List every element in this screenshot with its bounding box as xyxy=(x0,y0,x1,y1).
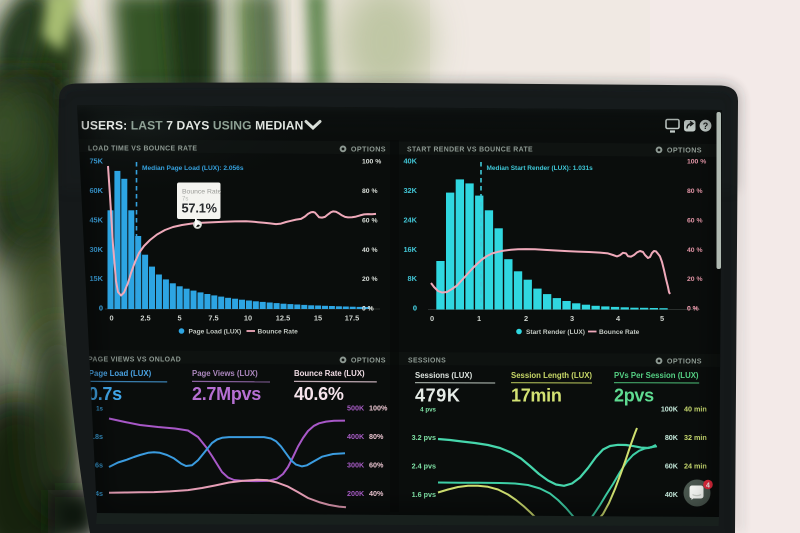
svg-text:4: 4 xyxy=(616,314,621,323)
svg-text:40K: 40K xyxy=(403,157,417,166)
svg-text:80 %: 80 % xyxy=(687,188,703,195)
svg-text:100K: 100K xyxy=(661,404,679,413)
svg-text:3.2 pvs: 3.2 pvs xyxy=(412,433,436,442)
svg-text:80 %: 80 % xyxy=(362,188,378,195)
svg-text:0: 0 xyxy=(430,314,434,323)
svg-text:40K: 40K xyxy=(665,490,679,499)
svg-text:2.7Mpvs: 2.7Mpvs xyxy=(192,384,261,404)
svg-text:7.5: 7.5 xyxy=(208,314,218,323)
svg-text:Session Length (LUX): Session Length (LUX) xyxy=(511,371,592,380)
svg-text:32K: 32K xyxy=(403,186,417,195)
svg-text:24 min: 24 min xyxy=(684,461,707,470)
svg-text:30K: 30K xyxy=(89,245,103,254)
svg-text:Bounce Rate: Bounce Rate xyxy=(599,329,640,336)
svg-text:USERS: LAST 7 DAYS USING MEDIA: USERS: LAST 7 DAYS USING MEDIAN xyxy=(81,119,303,133)
svg-text:10: 10 xyxy=(244,314,252,323)
svg-text:OPTIONS: OPTIONS xyxy=(667,357,702,366)
svg-text:17.5: 17.5 xyxy=(345,314,359,323)
svg-text:Median Page Load (LUX): 2.056s: Median Page Load (LUX): 2.056s xyxy=(142,165,244,172)
svg-text:75K: 75K xyxy=(89,157,103,166)
svg-text:40 %: 40 % xyxy=(687,247,703,254)
svg-text:500K: 500K xyxy=(347,403,365,412)
svg-text:1: 1 xyxy=(477,314,481,323)
svg-text:0: 0 xyxy=(99,304,103,313)
svg-text:60 %: 60 % xyxy=(687,217,703,224)
svg-text:Sessions (LUX): Sessions (LUX) xyxy=(415,371,473,380)
svg-text:SESSIONS: SESSIONS xyxy=(408,358,446,365)
svg-text:LOAD TIME VS BOUNCE RATE: LOAD TIME VS BOUNCE RATE xyxy=(88,146,197,153)
svg-text:1s: 1s xyxy=(96,405,103,412)
svg-text:1.6 pvs: 1.6 pvs xyxy=(412,490,436,499)
svg-text:?: ? xyxy=(703,121,709,131)
svg-text:60K: 60K xyxy=(89,186,103,195)
svg-text:OPTIONS: OPTIONS xyxy=(351,356,386,365)
svg-text:8K: 8K xyxy=(408,274,418,283)
svg-text:0: 0 xyxy=(99,304,103,313)
svg-text:32 min: 32 min xyxy=(684,433,707,442)
svg-text:Page Views (LUX): Page Views (LUX) xyxy=(192,369,258,378)
svg-text:17min: 17min xyxy=(511,386,562,406)
svg-text:0: 0 xyxy=(413,304,417,313)
svg-text:Page Load (LUX): Page Load (LUX) xyxy=(189,328,242,335)
svg-text:Bounce Rate: Bounce Rate xyxy=(258,328,299,335)
svg-text:Bounce Rate (LUX): Bounce Rate (LUX) xyxy=(294,369,365,378)
svg-text:7s: 7s xyxy=(182,197,188,203)
svg-text:12.5: 12.5 xyxy=(276,314,290,323)
svg-text:60 %: 60 % xyxy=(362,217,378,224)
svg-text:20 %: 20 % xyxy=(687,276,703,283)
svg-text:16K: 16K xyxy=(403,245,417,254)
svg-text:5: 5 xyxy=(177,314,181,323)
svg-text:0 %: 0 % xyxy=(687,306,699,313)
svg-text:40 min: 40 min xyxy=(684,404,707,413)
svg-text:300K: 300K xyxy=(347,460,365,469)
svg-text:START RENDER VS BOUNCE RATE: START RENDER VS BOUNCE RATE xyxy=(407,147,533,154)
svg-text:100%: 100% xyxy=(369,403,388,412)
svg-text:Start Render (LUX): Start Render (LUX) xyxy=(526,329,585,336)
svg-text:40 %: 40 % xyxy=(362,247,378,254)
svg-text:100 %: 100 % xyxy=(687,159,706,166)
svg-text:2.5: 2.5 xyxy=(140,314,150,323)
svg-text:40%: 40% xyxy=(369,489,384,498)
svg-text:OPTIONS: OPTIONS xyxy=(351,145,386,154)
svg-text:4: 4 xyxy=(706,482,710,489)
svg-text:2pvs: 2pvs xyxy=(614,386,654,406)
svg-text:479K: 479K xyxy=(415,386,460,406)
svg-text:20 %: 20 % xyxy=(362,276,378,283)
svg-text:5: 5 xyxy=(660,314,664,323)
svg-text:0: 0 xyxy=(413,304,417,313)
svg-text:4 pvs: 4 pvs xyxy=(420,406,436,413)
svg-text:60K: 60K xyxy=(665,461,679,470)
svg-text:2: 2 xyxy=(524,314,528,323)
svg-text:100 %: 100 % xyxy=(362,159,381,166)
svg-text:200K: 200K xyxy=(347,489,365,498)
svg-text:40.6%: 40.6% xyxy=(294,384,344,404)
svg-text:Page Load (LUX): Page Load (LUX) xyxy=(89,369,152,378)
svg-text:15K: 15K xyxy=(89,274,103,283)
svg-text:80%: 80% xyxy=(369,432,384,441)
svg-text:OPTIONS: OPTIONS xyxy=(667,146,702,155)
svg-text:400K: 400K xyxy=(347,432,365,441)
svg-text:2.4 pvs: 2.4 pvs xyxy=(412,461,436,470)
svg-text:15: 15 xyxy=(314,314,322,323)
svg-text:80K: 80K xyxy=(665,433,679,442)
svg-text:24K: 24K xyxy=(403,215,417,224)
svg-text:Median Start Render (LUX): 1.0: Median Start Render (LUX): 1.031s xyxy=(487,165,594,172)
svg-text:PVs Per Session (LUX): PVs Per Session (LUX) xyxy=(614,371,699,380)
svg-text:60%: 60% xyxy=(369,460,384,469)
svg-text:PAGE VIEWS VS ONLOAD: PAGE VIEWS VS ONLOAD xyxy=(88,357,181,364)
svg-text:3: 3 xyxy=(570,314,574,323)
svg-text:45K: 45K xyxy=(89,215,103,224)
svg-text:0: 0 xyxy=(109,314,113,323)
svg-text:57.1%: 57.1% xyxy=(182,201,218,216)
svg-text:Bounce Rate: Bounce Rate xyxy=(182,189,222,196)
svg-text:0 %: 0 % xyxy=(362,306,374,313)
